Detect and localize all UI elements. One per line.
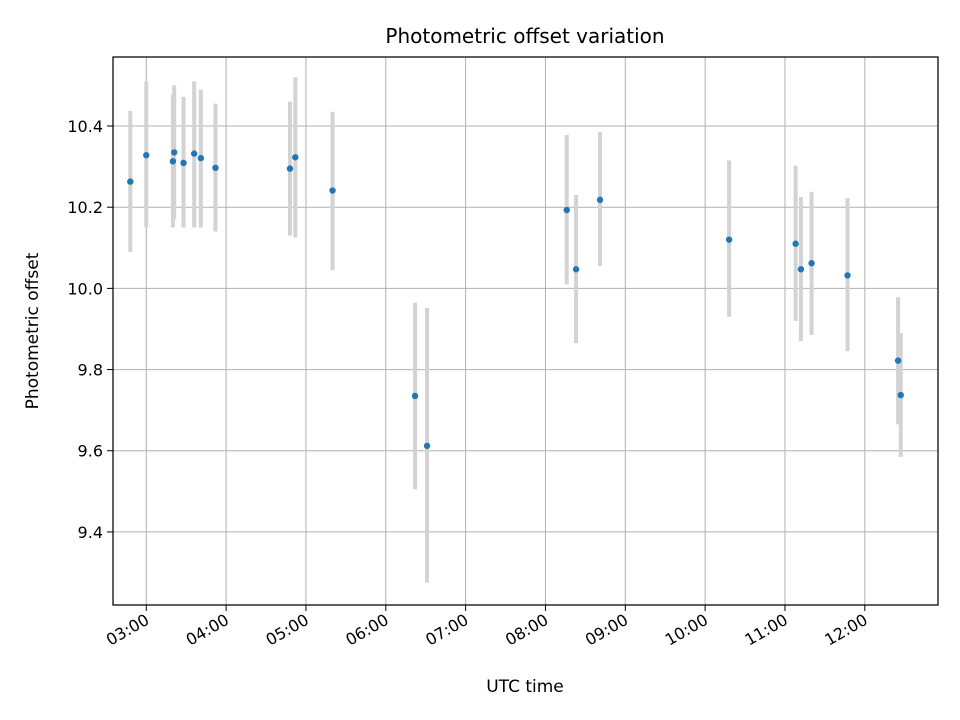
plot-area-frame bbox=[112, 56, 939, 606]
y-tick-label: 10.0 bbox=[67, 279, 103, 298]
data-point bbox=[197, 154, 205, 162]
data-point bbox=[212, 164, 219, 172]
data-point bbox=[894, 357, 902, 364]
y-tick-label: 10.2 bbox=[67, 198, 103, 217]
data-point bbox=[171, 149, 178, 156]
data-point bbox=[797, 266, 805, 273]
data-points bbox=[127, 149, 904, 450]
data-point bbox=[725, 236, 733, 243]
data-point bbox=[792, 240, 799, 247]
y-tick-label: 9.8 bbox=[78, 361, 103, 380]
x-axis-title: UTC time bbox=[486, 677, 564, 697]
data-point bbox=[180, 159, 187, 167]
data-point bbox=[143, 152, 150, 159]
y-tick-label: 10.4 bbox=[67, 117, 103, 136]
chart-title: Photometric offset variation bbox=[385, 24, 664, 48]
data-point bbox=[411, 392, 419, 400]
y-tick-label: 9.6 bbox=[78, 442, 103, 461]
data-point bbox=[286, 165, 294, 172]
data-point bbox=[190, 150, 198, 157]
data-point bbox=[169, 158, 177, 165]
data-point bbox=[127, 178, 134, 185]
y-tick-label: 9.4 bbox=[78, 523, 103, 542]
data-point bbox=[596, 196, 604, 204]
data-point bbox=[563, 206, 570, 214]
data-point bbox=[844, 272, 851, 279]
data-point bbox=[292, 154, 299, 161]
data-point bbox=[808, 260, 815, 267]
data-point bbox=[572, 266, 580, 273]
y-axis-ticks: 9.4 9.6 9.8 10.0 10.2 10.4 bbox=[67, 117, 113, 542]
y-axis-title: Photometric offset bbox=[23, 252, 43, 409]
data-point bbox=[897, 391, 904, 399]
data-point bbox=[329, 187, 336, 194]
data-point bbox=[423, 442, 431, 450]
